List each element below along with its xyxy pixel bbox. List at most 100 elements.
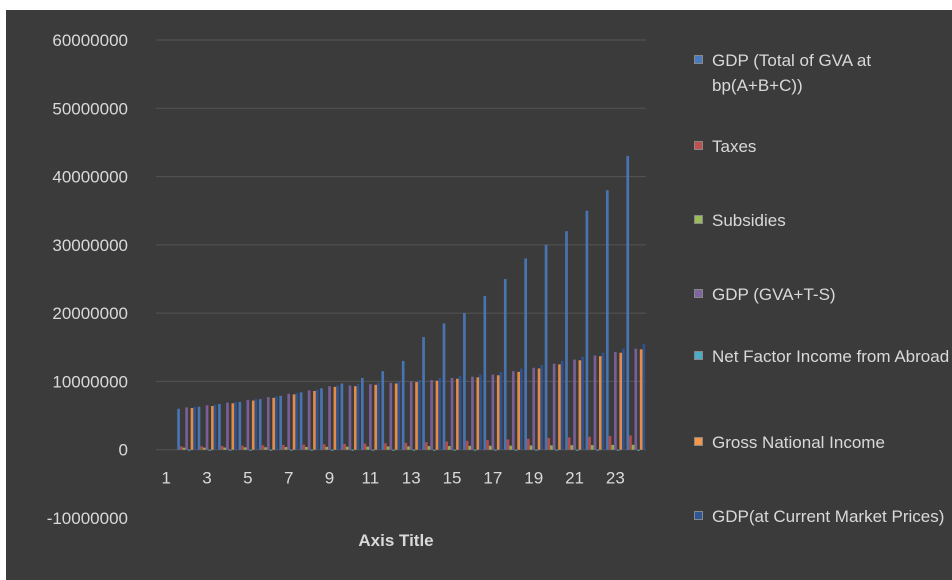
bar-6-6 xyxy=(272,397,275,450)
bar-3-11 xyxy=(366,446,370,450)
bar-1-13 xyxy=(401,360,405,450)
x-tick-label: 3 xyxy=(202,469,211,488)
bar-7-13 xyxy=(417,380,421,450)
y-axis-tick-labels: 60000000 50000000 40000000 30000000 20000000… xyxy=(47,31,128,528)
legend-swatch xyxy=(694,55,703,64)
chart-plot: 60000000 50000000 40000000 30000000 20000000… xyxy=(47,31,646,550)
bar-5-3 xyxy=(208,449,212,451)
bar-6-11 xyxy=(374,384,378,450)
bar-5-18 xyxy=(514,449,518,451)
bar-3-24 xyxy=(631,444,635,450)
bar-2-15 xyxy=(445,441,449,450)
bar-3-21 xyxy=(570,445,574,450)
y-tick-label: 10000000 xyxy=(52,372,128,391)
x-axis-title: Axis Title xyxy=(358,531,433,550)
x-tick-label: 9 xyxy=(325,469,334,488)
bar-6-13 xyxy=(415,382,418,450)
bar-4-6 xyxy=(266,397,270,450)
bar-1-24 xyxy=(626,156,630,450)
bar-6-16 xyxy=(476,377,480,450)
bar-4-8 xyxy=(307,390,311,450)
bar-6-9 xyxy=(333,386,337,450)
legend-label: Gross National Income xyxy=(712,433,885,452)
bar-3-14 xyxy=(427,446,431,450)
bar-4-20 xyxy=(552,363,556,450)
bar-2-12 xyxy=(384,443,387,450)
bar-3-15 xyxy=(448,446,451,450)
bar-1-15 xyxy=(442,323,446,450)
bar-7-3 xyxy=(213,404,217,450)
bar-1-14 xyxy=(422,337,425,450)
bar-5-22 xyxy=(596,449,599,451)
bar-6-24 xyxy=(639,349,643,450)
bar-2-5 xyxy=(241,445,244,450)
bar-5-19 xyxy=(535,449,538,451)
bar-1-10 xyxy=(340,383,344,450)
bar-4-21 xyxy=(573,359,576,450)
bar-3-12 xyxy=(386,446,390,450)
bar-7-5 xyxy=(254,399,258,450)
bar-4-3 xyxy=(205,405,209,450)
x-tick-label: 17 xyxy=(483,469,502,488)
bar-3-23 xyxy=(611,444,615,450)
bar-3-2 xyxy=(182,447,186,450)
bar-2-16 xyxy=(465,440,469,450)
bar-6-22 xyxy=(598,356,602,450)
y-tick-label: 30000000 xyxy=(52,236,128,255)
bar-5-12 xyxy=(392,449,395,451)
y-tick-label: 50000000 xyxy=(52,99,128,118)
legend-swatch xyxy=(694,215,703,224)
y-tick-label: 40000000 xyxy=(52,168,128,187)
bar-1-16 xyxy=(463,313,466,450)
bar-3-5 xyxy=(243,447,247,450)
bar-4-15 xyxy=(450,378,454,450)
bar-1-9 xyxy=(320,388,323,450)
bar-2-10 xyxy=(343,443,346,450)
bar-3-18 xyxy=(509,445,512,450)
bar-5-24 xyxy=(637,449,640,451)
bar-2-22 xyxy=(588,436,591,450)
legend-label: GDP(at Current Market Prices) xyxy=(712,507,945,526)
bar-1-21 xyxy=(565,231,568,450)
bar-2-20 xyxy=(547,438,551,450)
bar-6-10 xyxy=(353,386,357,450)
bar-7-12 xyxy=(397,381,401,450)
bar-3-3 xyxy=(203,447,206,450)
bar-4-22 xyxy=(593,355,597,450)
bar-4-18 xyxy=(511,371,515,450)
x-axis-tick-labels: 1 3 5 7 9 11 13 15 17 19 21 23 xyxy=(161,469,624,488)
bar-7-22 xyxy=(601,352,605,450)
y-tick-label: -10000000 xyxy=(47,509,128,528)
bar-1-11 xyxy=(360,378,364,450)
bar-6-15 xyxy=(456,378,459,450)
bar-2-21 xyxy=(567,437,571,450)
bar-3-16 xyxy=(468,445,472,450)
bar-1-17 xyxy=(483,296,487,450)
chart-panel: 60000000 50000000 40000000 30000000 20000000… xyxy=(6,10,952,580)
bar-6-18 xyxy=(517,371,520,450)
bar-7-2 xyxy=(193,406,197,450)
bar-4-13 xyxy=(409,381,413,450)
legend-swatch xyxy=(694,351,703,360)
legend-swatch xyxy=(694,289,703,298)
bar-6-19 xyxy=(537,368,541,450)
bar-7-7 xyxy=(295,393,299,450)
bar-4-17 xyxy=(491,374,495,450)
bar-2-9 xyxy=(322,444,326,450)
bar-1-8 xyxy=(299,392,303,450)
bar-4-4 xyxy=(226,402,229,450)
bar-3-13 xyxy=(407,446,410,450)
bar-4-12 xyxy=(389,382,393,450)
bar-4-10 xyxy=(348,385,352,450)
bar-6-23 xyxy=(619,352,623,450)
bar-7-18 xyxy=(520,368,523,450)
bar-3-22 xyxy=(590,445,594,450)
bar-1-23 xyxy=(605,190,609,450)
bar-7-20 xyxy=(560,360,564,450)
bar-7-24 xyxy=(642,343,646,450)
bar-7-9 xyxy=(336,385,339,450)
bars xyxy=(177,156,646,451)
bar-1-6 xyxy=(258,399,262,450)
bar-5-8 xyxy=(310,449,314,451)
bar-1-19 xyxy=(524,258,527,450)
